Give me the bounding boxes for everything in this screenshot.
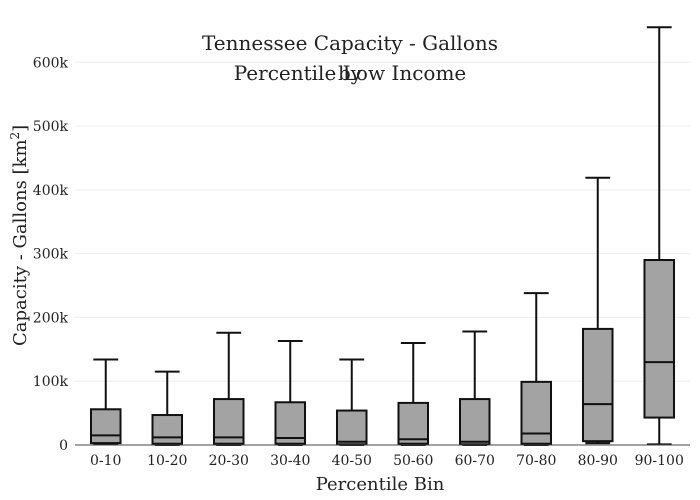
y-tick-label: 300k	[33, 247, 69, 263]
box-90-100	[643, 26, 676, 446]
box-20-30	[212, 331, 245, 446]
chart-title-line-1: Tennessee Capacity - Gallons by	[201, 31, 498, 85]
iqr-box	[89, 408, 122, 445]
box-50-60	[397, 341, 430, 446]
x-tick-label: 20-30	[209, 453, 249, 469]
x-tick-label: 0-10	[90, 453, 121, 469]
chart-title-line-2: Percentile Low Income	[233, 61, 467, 85]
x-tick-label: 40-50	[332, 453, 372, 469]
y-tick-label: 0	[59, 438, 68, 454]
box-10-20	[151, 370, 184, 446]
box-60-70	[458, 330, 491, 446]
box-70-80	[520, 292, 553, 446]
y-tick-label: 200k	[33, 310, 69, 326]
x-tick-label: 10-20	[147, 453, 187, 469]
y-tick-label: 600k	[33, 55, 69, 71]
box-series	[89, 26, 676, 446]
x-tick-label: 90-100	[635, 453, 684, 469]
x-tick-label: 80-90	[578, 453, 618, 469]
box-30-40	[274, 340, 307, 446]
iqr-box	[151, 414, 184, 445]
iqr-box	[643, 259, 676, 419]
x-tick-label: 60-70	[455, 453, 495, 469]
y-axis-ticks: 0 100k 200k 300k 400k 500k 600k	[33, 55, 69, 454]
y-tick-label: 500k	[33, 119, 69, 135]
x-axis-ticks: 0-10 10-20 20-30 30-40 40-50 50-60 60-70 70-80 8…	[90, 453, 684, 469]
iqr-box	[212, 398, 245, 445]
iqr-box	[274, 401, 307, 445]
x-tick-label: 70-80	[516, 453, 556, 469]
y-axis-label: Capacity - Gallons [km2]	[8, 124, 31, 346]
iqr-box	[458, 398, 491, 446]
x-axis-label: Percentile Bin	[315, 474, 445, 495]
y-tick-label: 100k	[33, 374, 69, 390]
iqr-box	[397, 401, 430, 445]
iqr-box	[581, 327, 614, 443]
box-80-90	[581, 176, 614, 445]
x-tick-label: 50-60	[393, 453, 433, 469]
box-40-50	[335, 358, 368, 446]
x-tick-label: 30-40	[270, 453, 310, 469]
iqr-box	[335, 409, 368, 446]
box-0-10	[89, 358, 122, 446]
y-tick-label: 400k	[33, 183, 69, 199]
